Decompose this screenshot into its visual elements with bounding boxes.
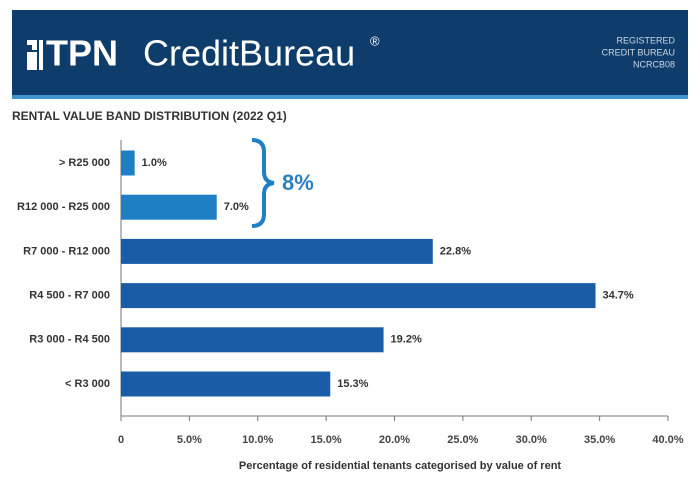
x-tick-label: 10.0%: [242, 434, 273, 446]
chart-title: RENTAL VALUE BAND DISTRIBUTION (2022 Q1): [12, 109, 287, 123]
header-band: [12, 10, 688, 95]
brace: [251, 138, 275, 228]
y-tick-label: R3 000 - R4 500: [29, 334, 110, 346]
logo-icon: [27, 40, 43, 70]
bar: [121, 371, 331, 397]
bar: [121, 194, 217, 220]
badge-line: REGISTERED: [616, 35, 675, 45]
logo-credit: CreditBureau: [143, 33, 355, 74]
logo-tpn: TPN: [46, 33, 118, 74]
x-tick-label: 35.0%: [584, 434, 615, 446]
x-tick-label: 15.0%: [311, 434, 342, 446]
bar: [121, 283, 596, 309]
header-stripe: [12, 95, 688, 99]
bar: [121, 327, 384, 353]
value-label: 15.3%: [337, 378, 368, 390]
x-tick-label: 5.0%: [177, 434, 202, 446]
x-tick-label: 25.0%: [447, 434, 478, 446]
x-tick-label: 20.0%: [379, 434, 410, 446]
x-tick-label: 30.0%: [516, 434, 547, 446]
y-tick-label: R7 000 - R12 000: [23, 245, 110, 257]
x-tick-label: 0: [118, 434, 124, 446]
registered-mark: ®: [370, 33, 380, 48]
value-label: 19.2%: [391, 334, 422, 346]
y-tick-label: < R3 000: [65, 378, 110, 390]
bar: [121, 238, 433, 264]
x-axis-label: Percentage of residential tenants catego…: [239, 460, 561, 472]
y-tick-label: R4 500 - R7 000: [29, 290, 110, 302]
value-label: 7.0%: [224, 201, 249, 213]
x-tick-label: 40.0%: [652, 434, 683, 446]
y-tick-label: R12 000 - R25 000: [17, 201, 110, 213]
value-label: 34.7%: [603, 290, 634, 302]
badge-line: CREDIT BUREAU: [602, 47, 675, 57]
value-label: 22.8%: [440, 245, 471, 257]
badge-line: NCRCB08: [633, 59, 675, 69]
annotation: 8%: [282, 170, 314, 195]
bar: [121, 150, 135, 176]
y-tick-label: > R25 000: [59, 157, 110, 169]
value-label: 1.0%: [142, 157, 167, 169]
